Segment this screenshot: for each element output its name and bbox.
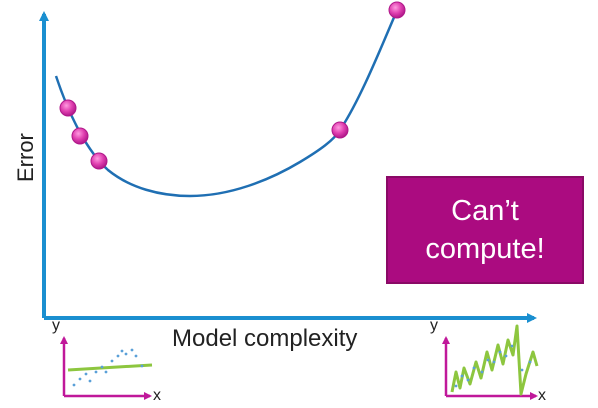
error-curve <box>54 7 400 198</box>
left-inset-y-label: y <box>52 317 60 334</box>
curve-point <box>388 1 406 19</box>
curve-points <box>59 1 406 170</box>
x-axis-label: Model complexity <box>172 325 358 352</box>
callout-line-1: Can’t <box>451 195 519 227</box>
left-inset-plot <box>60 336 153 400</box>
curve-point <box>59 99 77 117</box>
right-inset-points <box>454 344 532 388</box>
right-inset-y-label: y <box>430 317 438 334</box>
y-axis-label: Error <box>13 133 38 182</box>
curve-point <box>71 127 89 145</box>
left-inset-x-label: x <box>153 387 161 404</box>
cant-compute-callout: Can’t compute! <box>386 176 584 284</box>
left-inset-points <box>72 348 144 387</box>
right-inset-plot <box>442 324 539 400</box>
right-inset-fit-curve <box>450 324 539 396</box>
right-inset-x-label: x <box>538 387 546 404</box>
curve-point <box>90 152 108 170</box>
curve-point <box>331 121 349 139</box>
left-inset-fit-line <box>67 363 153 372</box>
callout-line-2: compute! <box>425 233 545 265</box>
